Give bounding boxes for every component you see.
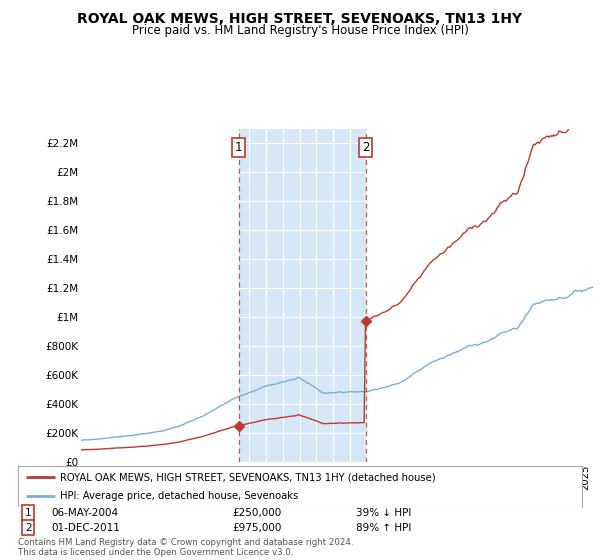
Text: ROYAL OAK MEWS, HIGH STREET, SEVENOAKS, TN13 1HY (detached house): ROYAL OAK MEWS, HIGH STREET, SEVENOAKS, … [60,473,436,482]
Text: £250,000: £250,000 [232,508,281,518]
Text: HPI: Average price, detached house, Sevenoaks: HPI: Average price, detached house, Seve… [60,491,299,501]
Bar [239,129,365,462]
Text: Contains HM Land Registry data © Crown copyright and database right 2024.
This d: Contains HM Land Registry data © Crown c… [18,538,353,557]
Text: 39% ↓ HPI: 39% ↓ HPI [356,508,412,518]
Text: 1: 1 [25,508,31,518]
Text: 2: 2 [25,523,31,533]
Text: 2: 2 [362,141,370,153]
Text: Price paid vs. HM Land Registry's House Price Index (HPI): Price paid vs. HM Land Registry's House … [131,24,469,36]
Text: 89% ↑ HPI: 89% ↑ HPI [356,523,412,533]
Text: 01-DEC-2011: 01-DEC-2011 [52,523,121,533]
Text: 1: 1 [235,141,242,153]
Text: ROYAL OAK MEWS, HIGH STREET, SEVENOAKS, TN13 1HY: ROYAL OAK MEWS, HIGH STREET, SEVENOAKS, … [77,12,523,26]
Text: 06-MAY-2004: 06-MAY-2004 [52,508,119,518]
Text: £975,000: £975,000 [232,523,281,533]
